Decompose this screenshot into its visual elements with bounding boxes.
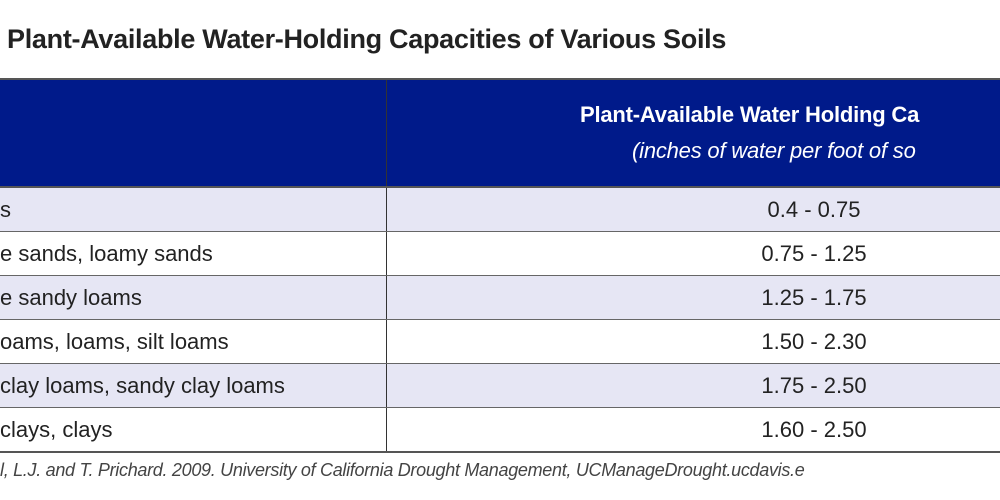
table-header: Plant-Available Water Holding Ca (inches…	[0, 80, 1000, 188]
soil-type-cell: e sands, loamy sands	[0, 241, 213, 266]
source-footnote: l, L.J. and T. Prichard. 2009. Universit…	[0, 460, 805, 480]
capacity-cell: 1.25 - 1.75	[386, 276, 1000, 319]
table-row: oams, loams, silt loams 1.50 - 2.30	[0, 320, 1000, 364]
table-row: e sands, loamy sands 0.75 - 1.25	[0, 232, 1000, 276]
capacity-cell: 0.75 - 1.25	[386, 232, 1000, 275]
table-row: clays, clays 1.60 - 2.50	[0, 408, 1000, 453]
capacity-cell: 1.75 - 2.50	[386, 364, 1000, 407]
table-row: clay loams, sandy clay loams 1.75 - 2.50	[0, 364, 1000, 408]
soil-type-cell: s	[0, 197, 11, 222]
column-header-capacity: Plant-Available Water Holding Ca	[580, 102, 920, 127]
soil-type-cell: clay loams, sandy clay loams	[0, 373, 285, 398]
soil-type-cell: clays, clays	[0, 417, 113, 442]
column-divider	[386, 80, 387, 186]
capacity-cell: 1.50 - 2.30	[386, 320, 1000, 363]
soil-type-cell: e sandy loams	[0, 285, 142, 310]
soil-type-cell: oams, loams, silt loams	[0, 329, 229, 354]
soil-water-table: Plant-Available Water Holding Ca (inches…	[0, 78, 1000, 453]
table-row: e sandy loams 1.25 - 1.75	[0, 276, 1000, 320]
column-header-units: (inches of water per foot of so	[632, 138, 916, 163]
table-title: Plant-Available Water-Holding Capacities…	[7, 24, 727, 54]
capacity-cell: 0.4 - 0.75	[386, 188, 1000, 231]
table-row: s 0.4 - 0.75	[0, 188, 1000, 232]
capacity-cell: 1.60 - 2.50	[386, 408, 1000, 451]
